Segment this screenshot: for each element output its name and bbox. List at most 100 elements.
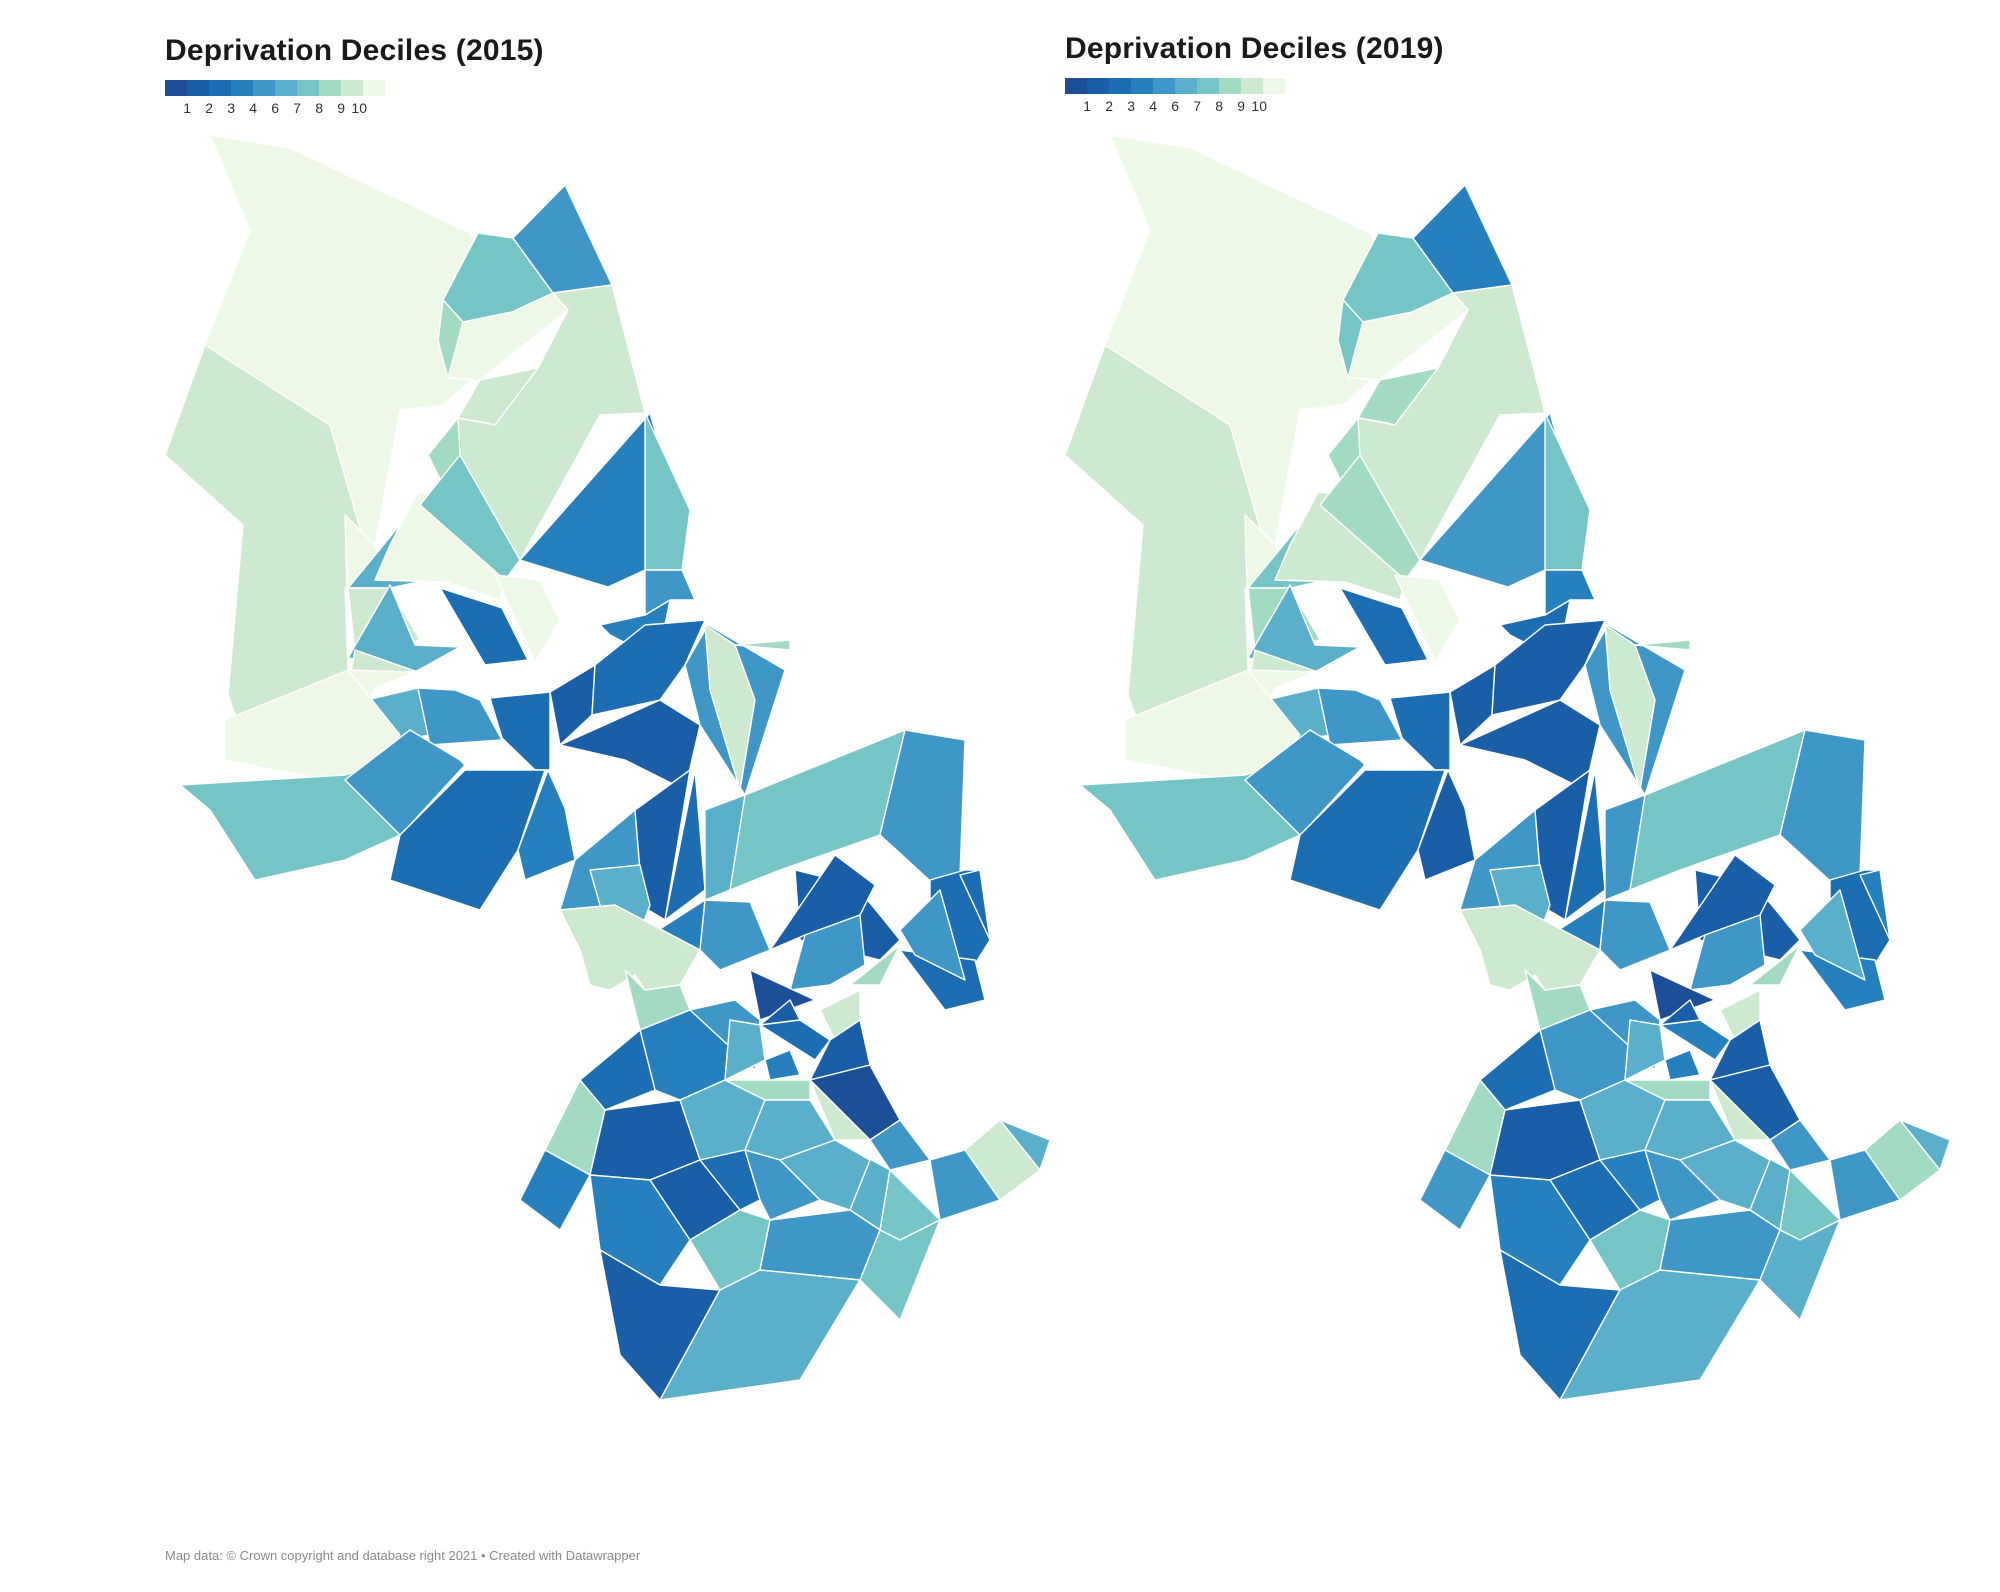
legend-swatch xyxy=(253,80,275,96)
legend-swatch xyxy=(1109,78,1131,94)
map-region xyxy=(1459,699,1601,791)
map-region xyxy=(734,639,791,651)
map-region xyxy=(789,914,866,991)
map-region xyxy=(1664,1049,1701,1081)
legend-label: 1 xyxy=(183,100,191,116)
map-region xyxy=(1544,412,1591,571)
map-region xyxy=(1339,587,1429,666)
map-region xyxy=(664,769,706,921)
map-region xyxy=(1709,1079,1771,1141)
map-region xyxy=(1689,914,1766,991)
map-region xyxy=(899,889,966,981)
map-region xyxy=(769,854,876,951)
map-region xyxy=(1669,854,1776,951)
legend-swatch xyxy=(165,80,187,96)
legend-label: 7 xyxy=(1193,98,1201,114)
map-region xyxy=(849,944,901,986)
map-region xyxy=(519,1149,591,1231)
legend-swatch xyxy=(297,80,319,96)
legend-label: 8 xyxy=(1215,98,1223,114)
legend-label: 3 xyxy=(227,100,235,116)
map-region xyxy=(724,1079,811,1101)
map-region xyxy=(1759,1219,1841,1321)
legend-swatch xyxy=(1153,78,1175,94)
map-region xyxy=(999,1119,1051,1171)
legend-swatch xyxy=(275,80,297,96)
legend-label: 1 xyxy=(1083,98,1091,114)
map-region xyxy=(729,729,906,891)
map-region xyxy=(1624,1079,1711,1101)
map-region xyxy=(1659,1209,1781,1281)
map-region xyxy=(1659,1019,1731,1061)
map-region xyxy=(589,1174,691,1286)
legend-label: 10 xyxy=(351,100,367,116)
legend-label: 4 xyxy=(249,100,257,116)
map-region xyxy=(1524,969,1591,1031)
legend-labels: 1 2 3 4 6 7 8 9 10 xyxy=(1065,98,1269,114)
choropleth-map-2019 xyxy=(1064,134,1951,1401)
map-region xyxy=(759,1209,881,1281)
legend-label: 6 xyxy=(271,100,279,116)
legend-label: 3 xyxy=(1127,98,1135,114)
map-region xyxy=(634,769,691,921)
legend-label: 10 xyxy=(1251,98,1267,114)
legend-swatch xyxy=(231,80,253,96)
legend-swatch xyxy=(1197,78,1219,94)
map-region xyxy=(644,569,696,616)
legend-swatches xyxy=(1065,78,1285,94)
map-region xyxy=(1599,899,1671,971)
legend-swatch xyxy=(209,80,231,96)
legend-label: 2 xyxy=(1105,98,1113,114)
map-panel-2015: Deprivation Deciles (2015) 1 2 3 4 6 7 8 9 10 xyxy=(164,34,1051,1401)
map-region xyxy=(1459,904,1601,991)
legend-swatch xyxy=(1175,78,1197,94)
map-region xyxy=(1604,624,1656,791)
map-region xyxy=(1749,944,1801,986)
map-region xyxy=(1544,569,1596,616)
map-region xyxy=(1394,574,1461,663)
map-region xyxy=(644,412,691,571)
legend-label: 9 xyxy=(1237,98,1245,114)
legend-label: 4 xyxy=(1149,98,1157,114)
legend-swatch xyxy=(319,80,341,96)
map-region xyxy=(389,769,546,911)
map-region xyxy=(1634,639,1691,651)
map-region xyxy=(699,899,771,971)
map-region xyxy=(489,691,551,771)
map-panel-2019: Deprivation Deciles (2019) 1 2 3 4 6 7 8 9 10 xyxy=(900,0,1951,1592)
map-region xyxy=(809,1079,871,1141)
legend-label: 8 xyxy=(315,100,323,116)
map-region xyxy=(1899,1119,1951,1171)
map-region xyxy=(1389,691,1451,771)
map-region xyxy=(1624,1019,1666,1081)
legend-label: 2 xyxy=(205,100,213,116)
legend-labels: 1 2 3 4 6 7 8 9 10 xyxy=(165,100,369,116)
legend-swatch xyxy=(363,80,385,96)
map-region xyxy=(1644,1149,1721,1221)
map-region xyxy=(439,587,529,666)
map-region xyxy=(744,1149,821,1221)
map-region xyxy=(1317,687,1403,746)
map-attribution: Map data: © Crown copyright and database… xyxy=(165,1548,641,1563)
map-region xyxy=(1289,769,1446,911)
map-region xyxy=(559,699,701,791)
map-region xyxy=(1564,769,1606,921)
legend-swatch xyxy=(1131,78,1153,94)
legend-swatch xyxy=(1241,78,1263,94)
legend-swatch xyxy=(341,80,363,96)
map-region xyxy=(704,624,756,791)
map-title: Deprivation Deciles (2019) xyxy=(1065,32,1444,65)
legend-swatch xyxy=(1263,78,1285,94)
map-region xyxy=(624,969,691,1031)
map-region xyxy=(659,1269,861,1401)
legend-swatch xyxy=(1065,78,1087,94)
map-region xyxy=(494,574,561,663)
map-region xyxy=(1079,764,1301,881)
map-region xyxy=(859,1219,941,1321)
map-region xyxy=(759,1019,831,1061)
map-region xyxy=(1859,869,1891,941)
map-region xyxy=(179,764,401,881)
legend-swatch xyxy=(187,80,209,96)
legend-label: 9 xyxy=(337,100,345,116)
legend-swatches xyxy=(165,80,385,96)
